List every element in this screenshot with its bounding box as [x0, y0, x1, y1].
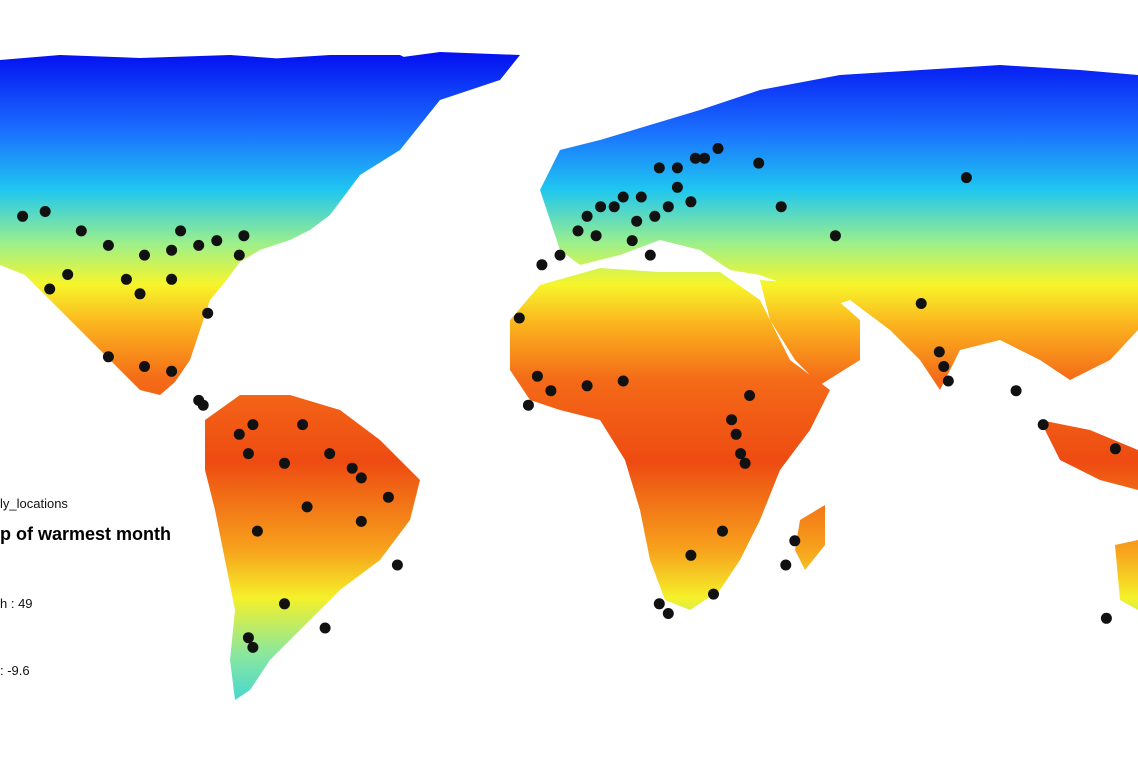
location-point	[279, 457, 290, 469]
location-point	[62, 269, 74, 280]
location-point	[202, 307, 214, 319]
location-point	[1109, 443, 1121, 455]
location-point	[689, 152, 701, 164]
location-point	[166, 273, 178, 285]
location-point	[75, 225, 87, 237]
location-point	[671, 162, 683, 174]
location-point	[531, 370, 543, 382]
location-point	[166, 244, 178, 256]
location-point	[355, 515, 367, 527]
location-point	[626, 235, 638, 247]
location-point	[1010, 385, 1022, 397]
location-point	[735, 448, 747, 460]
location-point	[324, 448, 336, 460]
location-point	[662, 608, 674, 619]
location-point	[581, 380, 593, 392]
location-point	[1100, 612, 1112, 624]
location-point	[730, 428, 742, 440]
location-point	[653, 598, 665, 610]
location-point	[120, 273, 132, 285]
location-point	[44, 283, 56, 295]
location-point	[242, 632, 254, 644]
location-point	[39, 206, 51, 217]
location-point	[319, 622, 331, 634]
location-point	[775, 201, 787, 213]
location-point	[102, 239, 114, 251]
location-point	[17, 210, 29, 222]
location-point	[233, 249, 245, 261]
location-point	[708, 588, 719, 600]
location-point	[572, 225, 584, 237]
location-point	[685, 196, 697, 208]
location-point	[717, 525, 728, 537]
location-point	[649, 210, 661, 222]
location-point	[193, 239, 205, 251]
location-point	[301, 501, 313, 513]
location-point	[915, 298, 927, 309]
location-point	[175, 225, 187, 237]
legend-title: p of warmest month	[0, 524, 172, 544]
location-point	[247, 641, 259, 653]
location-point	[238, 230, 250, 242]
location-point	[617, 375, 629, 387]
location-point	[166, 365, 178, 377]
location-point	[355, 472, 367, 484]
location-point	[242, 448, 254, 460]
location-point	[391, 559, 403, 571]
location-point	[685, 549, 697, 561]
location-point	[297, 419, 309, 431]
location-point	[251, 525, 263, 537]
location-point	[644, 249, 656, 261]
location-point	[595, 201, 607, 213]
location-point	[829, 230, 841, 242]
location-point	[247, 419, 259, 431]
location-point	[631, 215, 643, 227]
location-point	[346, 462, 358, 474]
location-point	[139, 361, 150, 372]
location-point	[590, 230, 602, 242]
legend-layer-name: ly_locations	[0, 496, 68, 511]
location-point	[581, 210, 593, 222]
location-point	[608, 201, 620, 213]
location-point	[1037, 419, 1049, 431]
location-point	[211, 235, 223, 247]
location-point	[522, 399, 534, 411]
location-point	[233, 428, 245, 440]
location-point	[545, 385, 557, 397]
location-point	[938, 361, 950, 372]
location-point	[753, 157, 765, 169]
location-point	[933, 346, 945, 358]
location-points	[17, 143, 1121, 653]
location-point	[744, 390, 756, 401]
location-point	[780, 559, 792, 571]
location-point	[134, 288, 146, 300]
location-point	[653, 162, 665, 174]
legend: ly_locations p of warmest month h : 49 :…	[0, 490, 260, 690]
location-point	[554, 249, 566, 261]
location-point	[699, 152, 710, 164]
location-point	[739, 457, 751, 469]
location-point	[671, 181, 683, 193]
location-point	[279, 598, 290, 610]
location-point	[635, 191, 647, 203]
location-point	[942, 375, 954, 387]
location-point	[139, 249, 150, 261]
location-point	[726, 414, 738, 426]
legend-high-label: h : 49	[0, 596, 33, 611]
location-point	[102, 351, 114, 363]
location-point	[382, 491, 394, 503]
location-point	[536, 259, 548, 271]
location-point	[712, 143, 724, 154]
location-point	[960, 172, 972, 184]
legend-low-label: : -9.6	[0, 663, 30, 678]
location-point	[617, 191, 629, 203]
location-point	[197, 399, 209, 411]
location-point	[789, 535, 801, 547]
location-point	[513, 312, 525, 324]
location-point	[662, 201, 674, 213]
